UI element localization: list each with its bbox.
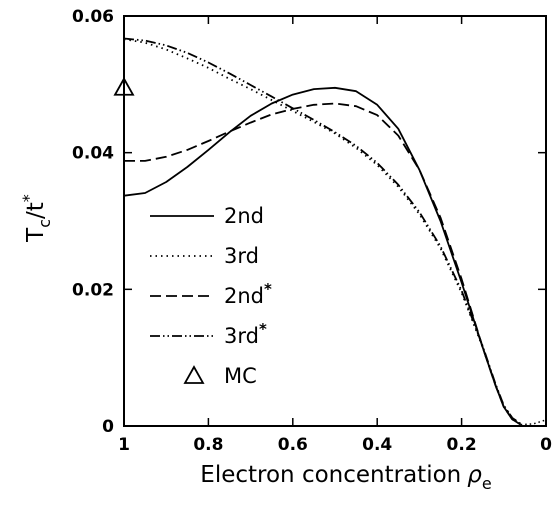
x-axis-title: Electron concentration ρe <box>200 462 491 493</box>
x-tick-label: 0.8 <box>193 435 223 455</box>
x-tick-label: 0.2 <box>447 435 477 455</box>
series-line-3rd-star <box>123 37 522 425</box>
y-tick-label: 0.04 <box>72 144 114 164</box>
x-tick-label: 0.4 <box>362 435 392 455</box>
series-line-2nd-star <box>124 102 522 426</box>
legend-label-mc: MC <box>224 364 257 388</box>
y-axis-title: Tc/t* <box>19 194 54 243</box>
legend-swatch-mc-triangle <box>183 365 205 384</box>
mc-marker-triangle <box>113 76 135 96</box>
x-tick-label: 1 <box>118 435 130 455</box>
x-tick-label: 0.6 <box>278 435 308 455</box>
x-axis-title-subscript: e <box>482 474 492 493</box>
series-tail <box>520 419 547 426</box>
legend: 2nd 3rd 2nd* 3rd* MC <box>150 204 272 388</box>
series-line-3rd <box>123 38 522 425</box>
x-axis-title-symbol: ρ <box>467 462 482 488</box>
legend-label-2nd-star: 2nd* <box>224 280 272 308</box>
x-axis-title-text: Electron concentration <box>200 462 461 488</box>
y-tick-label: 0.02 <box>72 280 114 300</box>
plot-frame <box>123 15 547 427</box>
y-axis-title-subscript: c <box>35 219 54 228</box>
x-tick-label: 0 <box>540 435 552 455</box>
legend-label-3rd-star: 3rd* <box>224 320 267 348</box>
y-axis-title-main: T <box>23 227 49 243</box>
y-axis-title-slash: /t <box>23 202 49 219</box>
y-tick-label: 0 <box>102 417 114 437</box>
y-axis-title-superscript: * <box>19 194 38 202</box>
legend-label-3rd: 3rd <box>224 244 259 268</box>
y-tick-label: 0.06 <box>72 7 114 27</box>
legend-label-2nd: 2nd <box>224 204 264 228</box>
